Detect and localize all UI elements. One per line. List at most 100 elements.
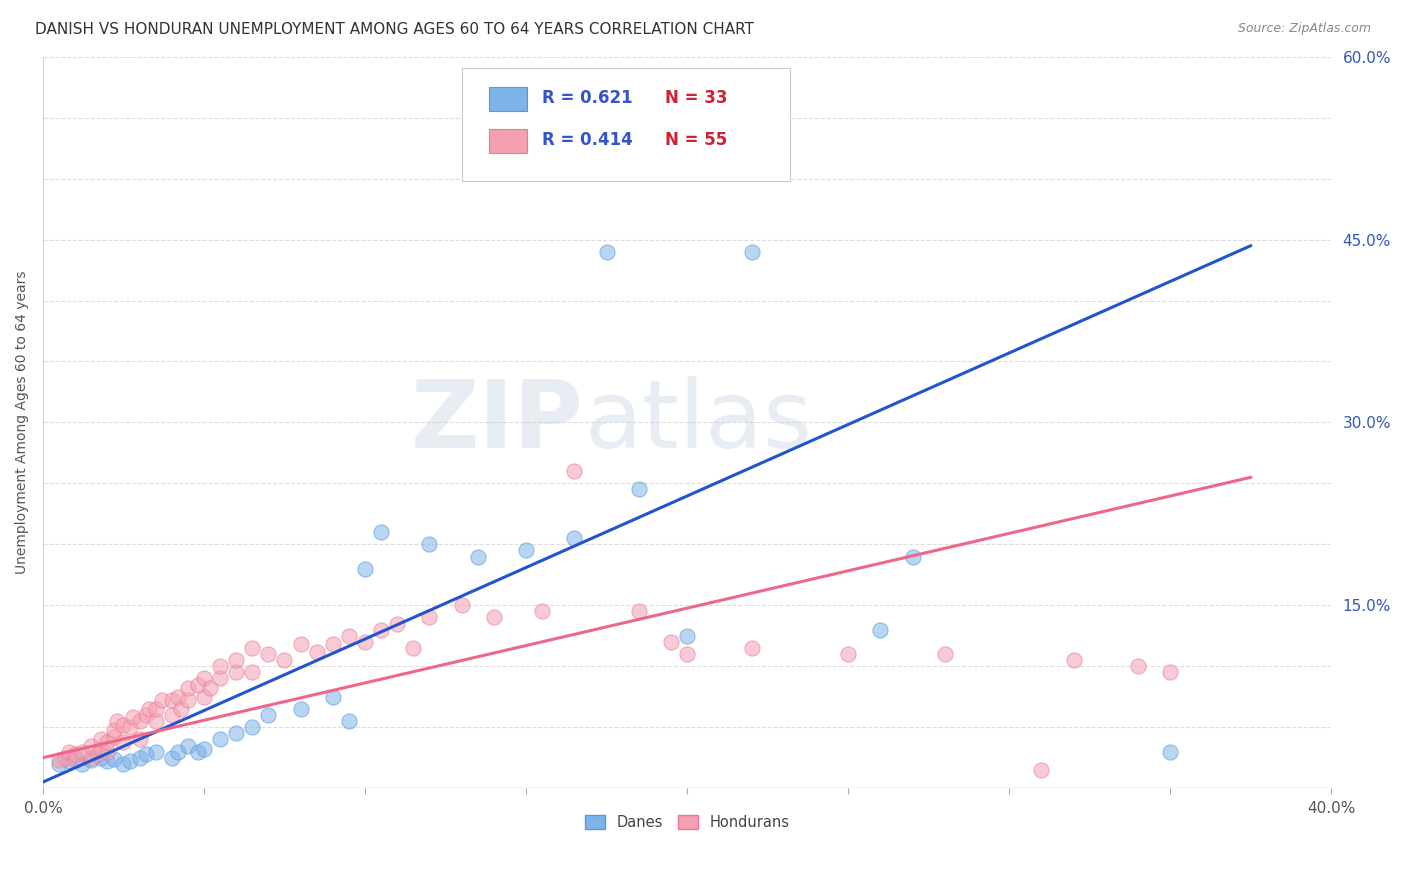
Point [1031, 763, 1053, 777]
Point [741, 244, 763, 259]
Point [354, 562, 377, 576]
Point [869, 623, 891, 637]
Text: R = 0.414: R = 0.414 [541, 131, 633, 149]
Point [240, 640, 263, 655]
Point [58, 755, 80, 769]
Point [145, 745, 167, 759]
Point [103, 723, 125, 737]
Point [118, 755, 141, 769]
Point [627, 483, 650, 497]
Point [135, 708, 157, 723]
Point [337, 714, 360, 728]
Point [322, 690, 344, 704]
Point [186, 745, 208, 759]
Point [564, 464, 586, 478]
Text: atlas: atlas [583, 376, 813, 468]
Point [193, 742, 215, 756]
Point [531, 604, 554, 618]
Point [515, 543, 537, 558]
Point [305, 645, 328, 659]
Text: R = 0.621: R = 0.621 [541, 89, 633, 107]
Point [96, 745, 118, 759]
Point [177, 739, 200, 753]
Point [209, 659, 232, 673]
Point [659, 635, 682, 649]
Point [370, 623, 392, 637]
Point [96, 755, 118, 769]
Point [70, 756, 93, 771]
Y-axis label: Unemployment Among Ages 60 to 64 years: Unemployment Among Ages 60 to 64 years [15, 270, 30, 574]
Point [209, 732, 232, 747]
Point [240, 720, 263, 734]
Point [450, 599, 472, 613]
Point [80, 750, 103, 764]
Point [676, 629, 699, 643]
Point [138, 702, 160, 716]
Point [145, 702, 167, 716]
Point [128, 750, 150, 764]
Point [186, 677, 208, 691]
Point [322, 637, 344, 651]
Point [257, 647, 280, 661]
Point [901, 549, 924, 564]
Point [112, 756, 135, 771]
Point [225, 726, 247, 740]
Text: N = 55: N = 55 [665, 131, 727, 149]
Point [273, 653, 295, 667]
Point [290, 637, 312, 651]
Point [290, 702, 312, 716]
Point [90, 750, 112, 764]
Text: ZIP: ZIP [411, 376, 583, 468]
Point [676, 647, 699, 661]
FancyBboxPatch shape [489, 129, 527, 153]
Point [177, 681, 200, 696]
Point [595, 244, 617, 259]
Point [837, 647, 859, 661]
Point [418, 537, 440, 551]
Point [370, 525, 392, 540]
Point [128, 732, 150, 747]
Point [167, 690, 190, 704]
Point [90, 742, 112, 756]
Point [564, 531, 586, 545]
Point [467, 549, 489, 564]
Point [354, 635, 377, 649]
Point [112, 735, 135, 749]
Point [90, 732, 112, 747]
Point [193, 690, 215, 704]
Point [48, 753, 70, 767]
Point [209, 672, 232, 686]
Point [240, 665, 263, 680]
Point [103, 730, 125, 744]
Point [337, 629, 360, 643]
Point [387, 616, 409, 631]
Point [170, 702, 193, 716]
Point [135, 747, 157, 761]
Point [145, 714, 167, 728]
Point [58, 745, 80, 759]
Point [225, 653, 247, 667]
Point [63, 750, 86, 764]
Legend: Danes, Hondurans: Danes, Hondurans [579, 809, 796, 836]
Point [160, 693, 183, 707]
Point [118, 720, 141, 734]
Point [167, 745, 190, 759]
Point [160, 750, 183, 764]
Point [128, 714, 150, 728]
Point [86, 747, 108, 761]
FancyBboxPatch shape [461, 68, 790, 181]
Point [482, 610, 505, 624]
Point [63, 747, 86, 761]
Point [418, 610, 440, 624]
Point [122, 710, 145, 724]
Point [70, 745, 93, 759]
Point [112, 718, 135, 732]
Point [96, 735, 118, 749]
Text: Source: ZipAtlas.com: Source: ZipAtlas.com [1237, 22, 1371, 36]
Point [160, 708, 183, 723]
Point [225, 665, 247, 680]
Point [934, 647, 956, 661]
Point [1159, 745, 1181, 759]
Text: DANISH VS HONDURAN UNEMPLOYMENT AMONG AGES 60 TO 64 YEARS CORRELATION CHART: DANISH VS HONDURAN UNEMPLOYMENT AMONG AG… [35, 22, 754, 37]
Point [257, 708, 280, 723]
